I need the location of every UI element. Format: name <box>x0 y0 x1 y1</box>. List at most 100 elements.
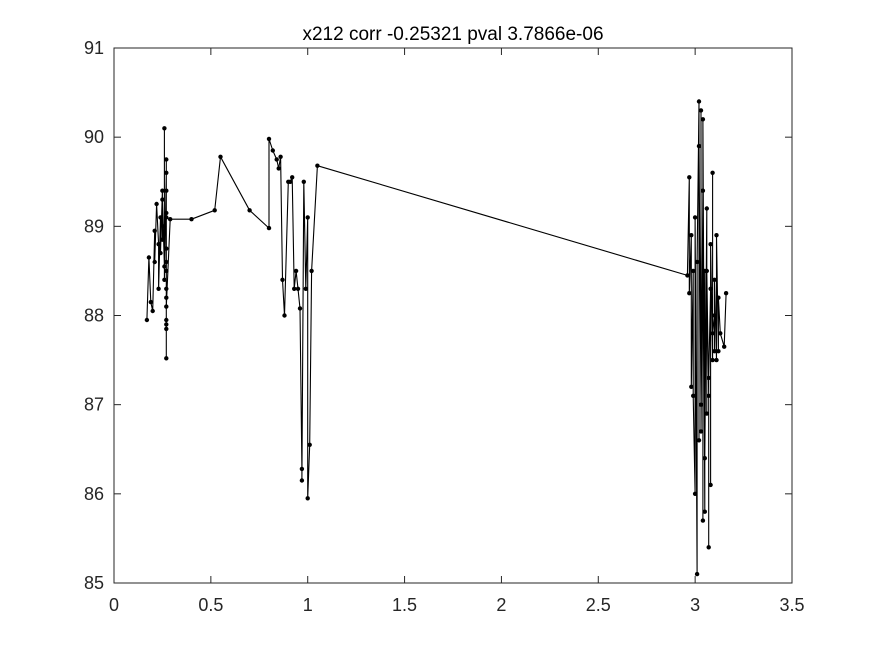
data-point <box>162 224 167 229</box>
data-point <box>702 456 707 461</box>
data-point <box>164 268 169 274</box>
data-point <box>160 237 165 242</box>
data-point <box>714 233 719 238</box>
data-point <box>297 306 303 311</box>
data-point <box>723 291 729 296</box>
data-point <box>710 331 715 336</box>
data-point <box>164 317 169 323</box>
data-point <box>156 242 161 247</box>
data-point <box>146 255 152 260</box>
data-point <box>716 295 721 300</box>
data-point <box>299 478 305 483</box>
x-tick-label: 2.5 <box>586 595 611 615</box>
data-point <box>700 518 706 523</box>
data-point <box>150 308 155 314</box>
data-point <box>164 322 169 327</box>
data-point <box>288 179 293 184</box>
data-point <box>152 228 157 233</box>
data-point <box>280 277 285 282</box>
x-tick-label: 3.5 <box>779 595 804 615</box>
x-tick-label: 1 <box>303 595 313 615</box>
data-point <box>164 304 169 309</box>
data-point <box>164 246 169 251</box>
data-point <box>687 291 692 296</box>
plot-area <box>114 48 792 583</box>
data-point <box>164 259 169 265</box>
data-point <box>689 384 694 389</box>
data-point <box>164 210 169 216</box>
data-point <box>698 402 704 407</box>
data-point <box>164 286 169 291</box>
data-point <box>708 286 713 291</box>
data-point <box>712 277 717 282</box>
data-point <box>164 157 169 162</box>
data-point <box>309 268 314 274</box>
data-point <box>160 197 165 202</box>
data-point <box>710 357 715 363</box>
data-point <box>290 175 295 180</box>
data-point <box>156 286 161 291</box>
data-point <box>164 215 169 220</box>
data-point <box>702 509 707 514</box>
data-point <box>276 166 281 171</box>
data-point <box>164 170 169 175</box>
data-point <box>154 201 159 207</box>
data-point <box>712 349 717 354</box>
data-point <box>694 259 700 265</box>
data-point <box>716 349 721 354</box>
data-point <box>266 136 272 142</box>
data-point <box>704 206 709 211</box>
data-point <box>218 154 223 159</box>
data-point <box>708 482 713 488</box>
data-point <box>266 225 272 231</box>
data-point <box>162 126 167 131</box>
data-point <box>303 286 308 291</box>
data-point <box>706 545 711 550</box>
data-point <box>691 268 696 274</box>
data-point <box>706 375 711 381</box>
data-point <box>710 170 715 175</box>
y-tick-label: 89 <box>84 216 104 236</box>
data-point <box>301 179 306 184</box>
data-point <box>212 208 217 213</box>
data-point <box>714 357 719 363</box>
y-tick-label: 91 <box>84 38 104 58</box>
data-point <box>293 268 299 274</box>
tick-labels-layer: 0 0.5 1 1.5 2 2.5 3 3.5 85 86 87 88 89 90 91 <box>84 38 805 615</box>
x-tick-label: 1.5 <box>392 595 417 615</box>
data-point <box>685 273 690 278</box>
data-point <box>299 466 305 472</box>
data-point <box>152 259 157 265</box>
data-point <box>722 344 727 349</box>
y-tick-label: 88 <box>84 306 104 326</box>
x-tick-label: 0 <box>109 595 119 615</box>
data-point <box>305 496 310 501</box>
data-point <box>698 108 704 113</box>
data-point <box>247 208 252 213</box>
data-point <box>692 491 698 496</box>
data-point <box>164 356 169 361</box>
data-point <box>164 188 169 193</box>
data-point <box>694 571 700 577</box>
data-point <box>164 295 169 300</box>
data-point <box>274 157 279 162</box>
data-point <box>158 250 163 256</box>
data-point <box>144 317 150 323</box>
data-point <box>295 286 301 291</box>
y-tick-label: 85 <box>84 573 104 593</box>
chart-title: x212 corr -0.25321 pval 3.7866e-06 <box>302 24 603 45</box>
ticks-layer <box>113 47 793 584</box>
data-point <box>148 299 153 305</box>
data-point <box>164 326 169 332</box>
data-point <box>282 313 287 318</box>
data-point <box>691 393 696 398</box>
data-point <box>696 99 702 104</box>
data-point <box>700 188 706 193</box>
data-point <box>700 117 706 122</box>
data-point <box>704 268 709 274</box>
series-layer <box>144 99 729 577</box>
data-point <box>704 411 709 416</box>
data-point <box>315 163 320 168</box>
